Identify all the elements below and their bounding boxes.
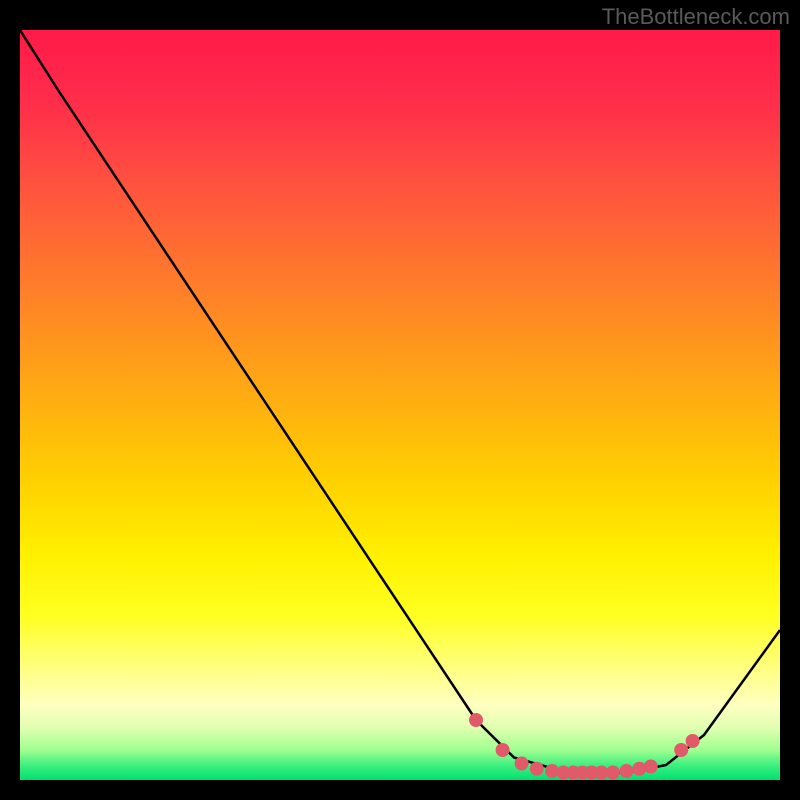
data-marker: [530, 762, 544, 776]
chart-container: [20, 30, 780, 780]
data-marker: [619, 764, 633, 778]
data-marker: [496, 743, 510, 757]
chart-svg: [20, 30, 780, 780]
data-marker: [606, 766, 620, 780]
data-marker: [644, 760, 658, 774]
gradient-background: [20, 30, 780, 780]
data-marker: [515, 757, 529, 771]
data-marker: [686, 734, 700, 748]
watermark-text: TheBottleneck.com: [602, 4, 790, 30]
data-marker: [469, 713, 483, 727]
data-marker: [674, 743, 688, 757]
